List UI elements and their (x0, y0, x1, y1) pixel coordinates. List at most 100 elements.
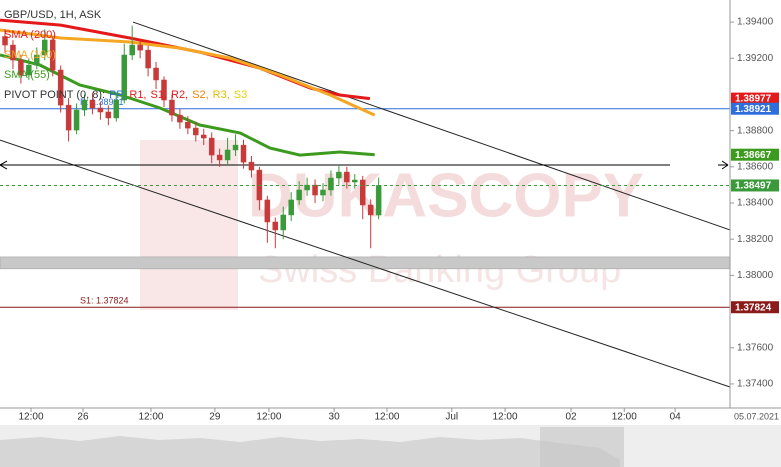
y-tick-label: 1.37600 (737, 342, 774, 353)
sma-line (0, 28, 376, 117)
sma-line (0, 53, 375, 157)
legend-entry: SMA (55) (4, 69, 50, 81)
sma55-price-label: 1.38667 (735, 150, 772, 161)
x-tick-label: 30 (329, 412, 341, 423)
y-tick-label: 1.38000 (737, 270, 774, 281)
s1-price-label: 1.37824 (735, 302, 772, 313)
candle-body (10, 44, 16, 61)
pivot-legend-item: R1, (129, 89, 146, 101)
candle-body (336, 171, 342, 179)
candle-body (296, 189, 302, 201)
candle-body (34, 54, 40, 66)
candle-body (185, 121, 191, 129)
x-tick-label: 12:00 (374, 412, 399, 423)
price-zone (0, 256, 731, 270)
navigator (0, 425, 781, 467)
candle-body (288, 199, 294, 216)
candle-body (216, 154, 223, 161)
candle-body (153, 67, 159, 81)
x-tick-label: 12:00 (612, 412, 637, 423)
sma200-price-label: 1.38977 (735, 94, 772, 105)
candle-body (2, 36, 8, 46)
candle-body (161, 79, 167, 101)
legend: GBP/USD, 1H, ASK SMA (200) SMA (100) SMA (… (4, 9, 247, 101)
candle-body (42, 39, 48, 56)
x-tick-label: Jul (445, 412, 458, 423)
pivot-legend-item: S3 (234, 89, 247, 101)
candle-body (105, 111, 112, 119)
candle-body (232, 144, 239, 151)
pivot-label: P: 1.38921 (80, 97, 124, 107)
candle-body (224, 149, 231, 161)
candle-body (169, 99, 175, 116)
candle-body (264, 199, 271, 223)
y-tick-label: 1.39400 (737, 17, 774, 28)
y-tick-label: 1.38800 (737, 125, 774, 136)
pivot-legend-item: PP, (109, 89, 125, 101)
candle-body (89, 99, 96, 109)
candle-body (145, 49, 151, 69)
candle-body (97, 107, 104, 113)
candle-body (375, 185, 382, 216)
candle-body (320, 189, 326, 196)
pivot-legend-item: R3, (213, 89, 230, 101)
pivot-price-label: 1.38921 (735, 104, 772, 115)
legend-entry: SMA (200) (4, 29, 56, 41)
watermark-subtitle: Swiss Banking Group (258, 249, 621, 291)
candle-body (49, 39, 56, 71)
candle-body (121, 54, 128, 101)
watermark: DUKASCOPY Swiss Banking Group (140, 140, 644, 310)
candle-body (18, 59, 24, 76)
x-tick-label: 12:00 (493, 412, 518, 423)
x-tick-label: 12:00 (256, 412, 281, 423)
candle-body (240, 144, 247, 163)
chart-title: GBP/USD, 1H, ASK (4, 9, 102, 21)
candle-body (57, 69, 64, 106)
pivot-price-box (731, 102, 779, 115)
candle-body (129, 44, 135, 56)
candle-body (352, 179, 358, 183)
sma55-price-box (731, 148, 779, 161)
candle-body (248, 161, 255, 171)
pivot-legend-item: R2, (171, 89, 188, 101)
s1-price-box (731, 301, 779, 314)
x-tick-label: 12:00 (18, 412, 43, 423)
candle-body (26, 64, 32, 76)
candle-body (272, 221, 279, 231)
arrow-left (0, 160, 8, 170)
trendline (0, 139, 731, 388)
candle-body (367, 204, 374, 216)
date-label: 05.07.2021 (734, 411, 779, 421)
candle-body (280, 214, 286, 231)
legend-entry: SMA (100) (4, 49, 56, 61)
x-tick-label: 02 (565, 412, 577, 423)
sma200-price-box (731, 92, 779, 105)
watermark-logo (140, 140, 238, 310)
candle-body (177, 114, 183, 123)
pivot-legend-item: S1, (151, 89, 168, 101)
y-tick-label: 1.38600 (737, 161, 774, 172)
pivot-legend-item: S2, (192, 89, 209, 101)
candle-body (81, 99, 88, 111)
x-tick-label: 26 (77, 412, 89, 423)
trendline (132, 21, 731, 231)
plot-area: P: 1.38921 S1: 1.37824 (0, 18, 731, 388)
y-tick-label: 1.39200 (737, 53, 774, 64)
pivot-legend: PIVOT POINT (0, 8): PP, R1, S1, R2, S2, R3, S3 (4, 89, 247, 101)
candle-body (137, 44, 143, 51)
x-tick-label: 12:00 (138, 412, 163, 423)
watermark-title: DUKASCOPY (248, 161, 644, 230)
arrow-right (718, 160, 729, 170)
y-tick-label: 1.38400 (737, 198, 774, 209)
pivot-label: S1: 1.37824 (80, 296, 129, 306)
navigator-window[interactable] (540, 427, 624, 467)
y-tick-label: 1.38200 (737, 234, 774, 245)
x-tick-label: 29 (209, 412, 221, 423)
current-price-label: 1.38497 (735, 181, 772, 192)
y-tick-label: 1.37400 (737, 379, 774, 390)
candle-body (344, 171, 350, 183)
candle-body (208, 137, 215, 156)
candle-body (200, 134, 207, 139)
